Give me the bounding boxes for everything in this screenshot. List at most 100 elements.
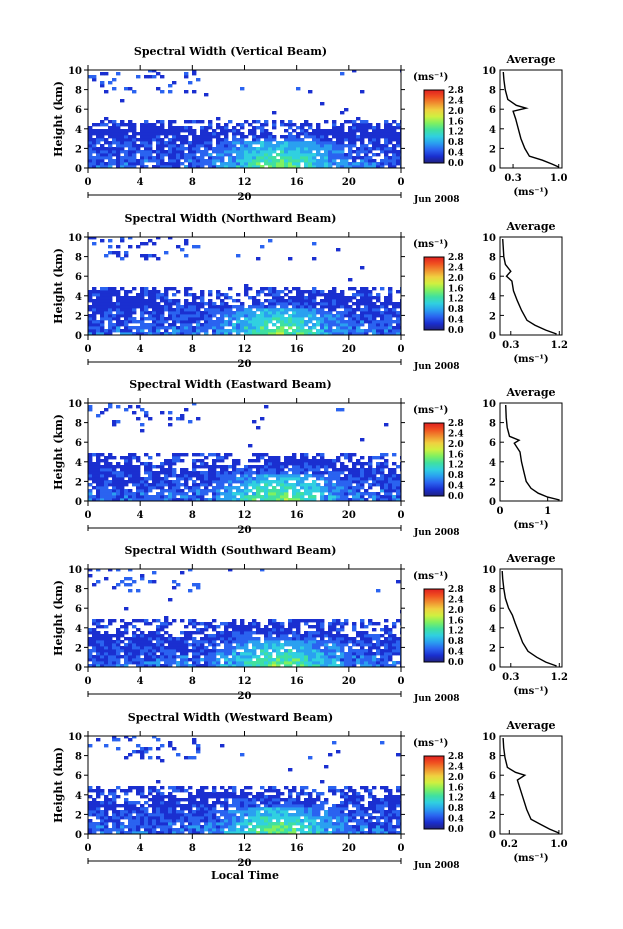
y-tick-label: 10 — [68, 66, 82, 77]
average-frame — [499, 568, 563, 668]
colorbar-tick-label: 2.4 — [448, 263, 464, 273]
colorbar-tick-label: 0.4 — [448, 149, 464, 159]
avg-x-label: (ms⁻¹) — [513, 686, 548, 697]
x-tick-label: 0 — [85, 843, 92, 854]
heatmap-field — [88, 70, 401, 168]
date-label: 20 — [238, 858, 252, 869]
average-title: Average — [505, 386, 555, 399]
x-tick-label: 8 — [189, 344, 196, 355]
x-tick-label: 12 — [238, 676, 252, 687]
panel-1: Spectral Width (Northward Beam) Height (k… — [52, 212, 568, 372]
y-tick-label: 10 — [68, 732, 82, 743]
avg-y-tick-label: 4 — [489, 292, 496, 303]
y-tick-label: 2 — [75, 643, 82, 654]
x-tick-label: 4 — [137, 676, 144, 687]
colorbar-tick-label: 2.8 — [448, 419, 464, 429]
x-tick-label: 0 — [85, 344, 92, 355]
colorbar-tick-label: 2.8 — [448, 752, 464, 762]
average-profile-line — [505, 404, 560, 501]
colorbar-tick-label: 1.6 — [448, 284, 464, 294]
avg-y-tick-label: 8 — [489, 253, 496, 264]
avg-x-label: (ms⁻¹) — [513, 187, 548, 198]
avg-y-tick-label: 0 — [489, 830, 496, 841]
x-tick-label: 16 — [290, 344, 304, 355]
x-tick-label: 12 — [238, 344, 252, 355]
avg-x-tick-label: 0.3 — [502, 340, 519, 351]
avg-y-tick-label: 10 — [482, 66, 496, 77]
average-profile-line — [502, 71, 559, 168]
avg-y-tick-label: 4 — [489, 791, 496, 802]
avg-y-tick-label: 10 — [482, 565, 496, 576]
panel-title: Spectral Width (Vertical Beam) — [134, 45, 327, 58]
colorbar-tick-label: 2.0 — [448, 440, 464, 450]
heatmap-field — [88, 403, 401, 501]
average-title: Average — [505, 719, 555, 732]
avg-y-tick-label: 8 — [489, 419, 496, 430]
x-tick-label: 8 — [189, 843, 196, 854]
colorbar-unit: (ms⁻¹) — [413, 72, 448, 83]
avg-y-tick-label: 6 — [489, 771, 496, 782]
x-tick-label: 16 — [290, 510, 304, 521]
avg-y-tick-label: 6 — [489, 438, 496, 449]
colorbar-tick-label: 0.4 — [448, 815, 464, 825]
colorbar-tick-label: 0.8 — [448, 804, 464, 814]
y-tick-label: 10 — [68, 399, 82, 410]
x-tick-label: 0 — [398, 676, 405, 687]
avg-x-tick-label: 0.3 — [504, 173, 521, 184]
colorbar-unit: (ms⁻¹) — [413, 405, 448, 416]
colorbar-tick-label: 0.8 — [448, 305, 464, 315]
y-tick-label: 8 — [75, 752, 82, 763]
x-tick-label: 12 — [238, 843, 252, 854]
avg-y-tick-label: 6 — [489, 272, 496, 283]
avg-y-tick-label: 2 — [489, 477, 496, 488]
colorbar-tick-label: 0.0 — [448, 825, 464, 835]
heatmap-field — [88, 569, 401, 667]
avg-y-tick-label: 10 — [482, 732, 496, 743]
colorbar-tick-label: 2.0 — [448, 606, 464, 616]
avg-x-tick-label: 1.2 — [551, 672, 568, 683]
y-tick-label: 8 — [75, 86, 82, 97]
colorbar — [423, 755, 445, 830]
x-tick-label: 16 — [290, 676, 304, 687]
panel-4: Spectral Width (Westward Beam) Height (km… — [52, 711, 568, 871]
y-tick-label: 8 — [75, 419, 82, 430]
average-profile-line — [501, 570, 557, 667]
avg-y-tick-label: 0 — [489, 663, 496, 674]
y-tick-label: 4 — [75, 624, 82, 635]
heatmap-field — [88, 237, 401, 335]
y-tick-label: 0 — [75, 497, 82, 508]
average-title: Average — [505, 220, 555, 233]
y-tick-label: 2 — [75, 311, 82, 322]
x-tick-label: 16 — [290, 843, 304, 854]
colorbar-tick-label: 0.0 — [448, 658, 464, 668]
x-tick-label: 0 — [398, 843, 405, 854]
panel-title: Spectral Width (Northward Beam) — [125, 212, 337, 225]
colorbar-tick-label: 1.2 — [448, 794, 464, 804]
month-label: Jun 2008 — [413, 861, 460, 871]
x-tick-label: 0 — [398, 177, 405, 188]
colorbar-tick-label: 2.0 — [448, 107, 464, 117]
colorbar-tick-label: 1.6 — [448, 616, 464, 626]
colorbar — [423, 256, 445, 331]
avg-y-tick-label: 0 — [489, 331, 496, 342]
x-tick-label: 0 — [398, 510, 405, 521]
average-profile-line — [502, 238, 557, 335]
colorbar-tick-label: 2.4 — [448, 96, 464, 106]
avg-y-tick-label: 2 — [489, 643, 496, 654]
colorbar-tick-label: 1.6 — [448, 450, 464, 460]
colorbar-tick-label: 1.6 — [448, 783, 464, 793]
avg-y-tick-label: 4 — [489, 624, 496, 635]
y-tick-label: 6 — [75, 105, 82, 116]
panel-3: Spectral Width (Southward Beam) Height (k… — [52, 544, 568, 704]
y-tick-label: 10 — [68, 565, 82, 576]
colorbar-unit: (ms⁻¹) — [413, 738, 448, 749]
colorbar-tick-label: 0.4 — [448, 316, 464, 326]
panel-0: Spectral Width (Vertical Beam) Height (km… — [52, 45, 567, 205]
colorbar-unit: (ms⁻¹) — [413, 571, 448, 582]
avg-x-label: (ms⁻¹) — [513, 520, 548, 531]
date-label: 20 — [238, 525, 252, 536]
panel-title: Spectral Width (Westward Beam) — [128, 711, 333, 724]
avg-x-tick-label: 1 — [544, 506, 551, 517]
y-tick-label: 0 — [75, 830, 82, 841]
panel-title: Spectral Width (Eastward Beam) — [129, 378, 331, 391]
